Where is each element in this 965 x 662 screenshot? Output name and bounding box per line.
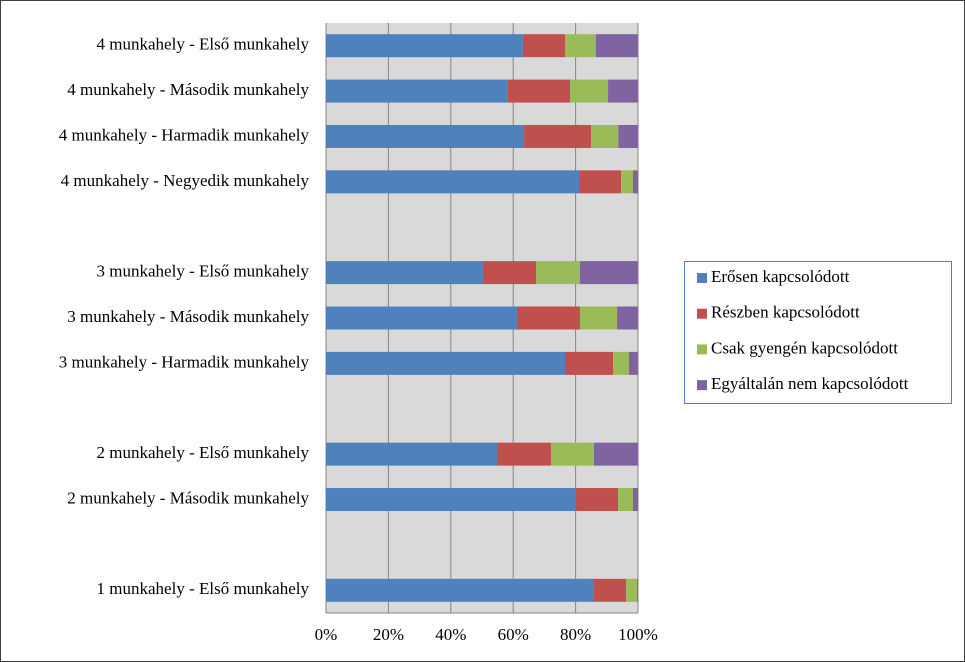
bar-segment: [594, 578, 627, 602]
legend-swatch: [697, 308, 707, 319]
bar-segment: [535, 261, 580, 285]
bar-segment: [326, 34, 523, 58]
bar-segment: [617, 306, 638, 330]
bar-segment: [524, 124, 592, 148]
legend-swatch: [697, 273, 707, 283]
bar-segment: [594, 442, 638, 466]
bar-segment: [608, 79, 638, 103]
bar-segment: [579, 261, 638, 285]
bar-segment: [633, 488, 638, 512]
y-tick-label: 4 munkahely - Harmadik munkahely: [59, 125, 310, 144]
legend-swatch: [697, 344, 707, 355]
bar-segment: [326, 442, 497, 466]
bar-segment: [326, 170, 580, 194]
bar-segment: [618, 124, 638, 148]
bar-segment: [569, 79, 609, 103]
legend-swatch: [697, 380, 707, 391]
x-tick-label: 60%: [498, 625, 529, 644]
bar-segment: [564, 34, 596, 58]
bar-segment: [591, 124, 619, 148]
bar-segment: [633, 170, 638, 194]
bar-segment: [564, 351, 614, 375]
bar-segment: [516, 306, 580, 330]
y-tick-label: 4 munkahely - Második munkahely: [67, 80, 309, 99]
bar-segment: [621, 170, 634, 194]
bar-segment: [628, 351, 638, 375]
y-tick-label: 2 munkahely - Második munkahely: [67, 488, 309, 507]
bar-segment: [482, 261, 536, 285]
legend-box: [684, 261, 952, 404]
y-tick-label: 3 munkahely - Második munkahely: [67, 307, 309, 326]
x-tick-label: 40%: [435, 625, 466, 644]
bar-segment: [496, 442, 551, 466]
bar-segment: [550, 442, 595, 466]
bar-segment: [522, 34, 565, 58]
bar-segment: [626, 578, 638, 602]
bar-segment: [326, 488, 576, 512]
bar-segment: [613, 351, 629, 375]
y-tick-label: 2 munkahely - Első munkahely: [97, 443, 310, 462]
legend-label: Egyáltalán nem kapcsolódott: [711, 374, 909, 393]
y-tick-label: 3 munkahely - Első munkahely: [97, 262, 310, 281]
bar-segment: [326, 306, 517, 330]
bar-segment: [575, 488, 619, 512]
x-tick-label: 80%: [560, 625, 591, 644]
x-tick-label: 100%: [618, 625, 658, 644]
bar-segment: [326, 79, 508, 103]
bar-segment: [507, 79, 570, 103]
bar-segment: [595, 34, 638, 58]
bar-segment: [579, 306, 618, 330]
y-tick-label: 4 munkahely - Negyedik munkahely: [61, 171, 310, 190]
bar-segment: [326, 124, 525, 148]
y-tick-label: 1 munkahely - Első munkahely: [97, 579, 310, 598]
x-tick-label: 20%: [373, 625, 404, 644]
legend-label: Csak gyengén kapcsolódott: [711, 338, 898, 357]
y-tick-label: 4 munkahely - Első munkahely: [97, 35, 310, 54]
legend-label: Erősen kapcsolódott: [711, 267, 850, 286]
bar-segment: [326, 578, 595, 602]
bar-segment: [579, 170, 622, 194]
bar-segment: [637, 578, 638, 602]
bar-segment: [326, 261, 483, 285]
bar-segment: [618, 488, 634, 512]
legend-label: Részben kapcsolódott: [711, 303, 860, 322]
x-tick-label: 0%: [315, 625, 338, 644]
y-tick-label: 3 munkahely - Harmadik munkahely: [59, 352, 310, 371]
bar-segment: [326, 351, 565, 375]
